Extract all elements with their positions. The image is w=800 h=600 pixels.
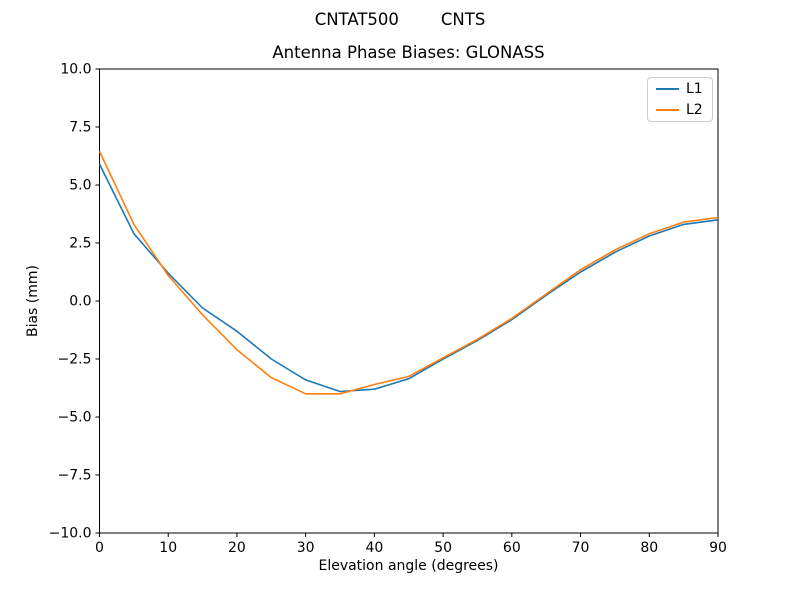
legend-item-l1: L1 [656, 79, 712, 99]
x-ticks: 0 10 20 30 40 50 60 70 80 90 [95, 533, 727, 556]
x-tick-label: 60 [503, 540, 521, 556]
x-tick-label: 20 [228, 540, 246, 556]
legend-item-l2: L2 [656, 100, 712, 120]
y-tick-label: 2.5 [69, 236, 91, 252]
x-tick-label: 90 [709, 540, 727, 556]
series-line-l2 [98, 151, 719, 395]
y-tick-label: −10.0 [49, 526, 92, 542]
y-tick-label: −7.5 [58, 468, 92, 484]
x-tick-label: 30 [297, 540, 315, 556]
figure-suptitle: CNTAT500 CNTS [314, 10, 486, 29]
legend-label-l1: L1 [686, 81, 703, 98]
x-tick-label: 70 [572, 540, 590, 556]
x-axis-label: Elevation angle (degrees) [318, 558, 499, 574]
legend-line-sample-l2 [656, 108, 679, 111]
legend-line-sample-l1 [656, 88, 679, 91]
x-tick-label: 50 [434, 540, 452, 556]
y-tick-label: −2.5 [58, 352, 92, 368]
axes-frame [99, 68, 719, 534]
y-tick-label: −5.0 [58, 410, 92, 426]
x-tick-label: 0 [95, 540, 104, 556]
y-tick-label: 7.5 [69, 120, 91, 136]
legend: L1 L2 [647, 77, 713, 122]
x-tick-label: 10 [159, 540, 177, 556]
legend-label-l2: L2 [686, 101, 703, 118]
series-line-l1 [98, 163, 719, 393]
y-tick-label: 10.0 [60, 62, 91, 78]
chart-title: Antenna Phase Biases: GLONASS [272, 43, 545, 62]
y-axis-label: Bias (mm) [25, 264, 41, 338]
x-tick-label: 40 [365, 540, 383, 556]
y-tick-label: 0.0 [69, 294, 91, 310]
y-ticks: 10.0 7.5 5.0 2.5 0.0 −2.5 −5.0 −7.5 −10.0 [49, 62, 100, 542]
y-tick-label: 5.0 [69, 178, 91, 194]
x-tick-label: 80 [640, 540, 658, 556]
